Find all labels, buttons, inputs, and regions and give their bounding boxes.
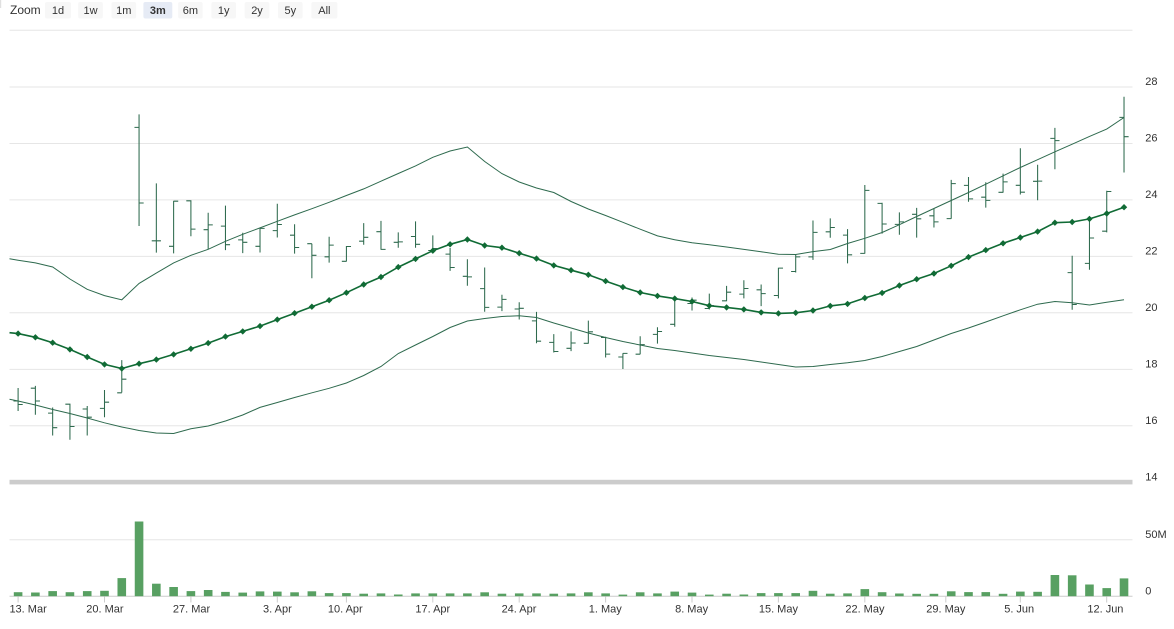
svg-text:14: 14 — [1145, 471, 1157, 483]
svg-text:17. Apr: 17. Apr — [415, 604, 450, 616]
svg-text:50M: 50M — [1145, 529, 1166, 541]
svg-text:24. Apr: 24. Apr — [502, 604, 537, 616]
svg-text:1m: 1m — [116, 5, 131, 17]
svg-text:15. May: 15. May — [759, 604, 799, 616]
svg-text:1. May: 1. May — [589, 604, 623, 616]
svg-text:10. Apr: 10. Apr — [328, 604, 363, 616]
svg-text:13. Mar: 13. Mar — [9, 604, 47, 616]
svg-text:Zoom: Zoom — [10, 3, 41, 17]
svg-text:2y: 2y — [251, 5, 263, 17]
svg-text:6m: 6m — [183, 5, 198, 17]
svg-text:16: 16 — [1145, 415, 1157, 427]
svg-text:20: 20 — [1145, 302, 1157, 314]
svg-text:8. May: 8. May — [675, 604, 709, 616]
svg-text:5y: 5y — [284, 5, 296, 17]
svg-text:3m: 3m — [150, 5, 166, 17]
svg-text:1w: 1w — [83, 5, 97, 17]
svg-text:12. Jun: 12. Jun — [1087, 604, 1123, 616]
svg-text:18: 18 — [1145, 358, 1157, 370]
svg-text:29. May: 29. May — [926, 604, 966, 616]
svg-text:24: 24 — [1145, 189, 1157, 201]
svg-text:22. May: 22. May — [845, 604, 885, 616]
svg-text:5. Jun: 5. Jun — [1004, 604, 1034, 616]
svg-text:1d: 1d — [52, 5, 64, 17]
svg-text:22: 22 — [1145, 245, 1157, 257]
svg-text:26: 26 — [1145, 133, 1157, 145]
svg-text:All: All — [318, 5, 330, 17]
svg-text:1y: 1y — [218, 5, 230, 17]
svg-text:20. Mar: 20. Mar — [86, 604, 124, 616]
svg-text:0: 0 — [1145, 585, 1151, 597]
svg-text:3. Apr: 3. Apr — [263, 604, 292, 616]
svg-text:28: 28 — [1145, 76, 1157, 88]
svg-text:27. Mar: 27. Mar — [173, 604, 211, 616]
